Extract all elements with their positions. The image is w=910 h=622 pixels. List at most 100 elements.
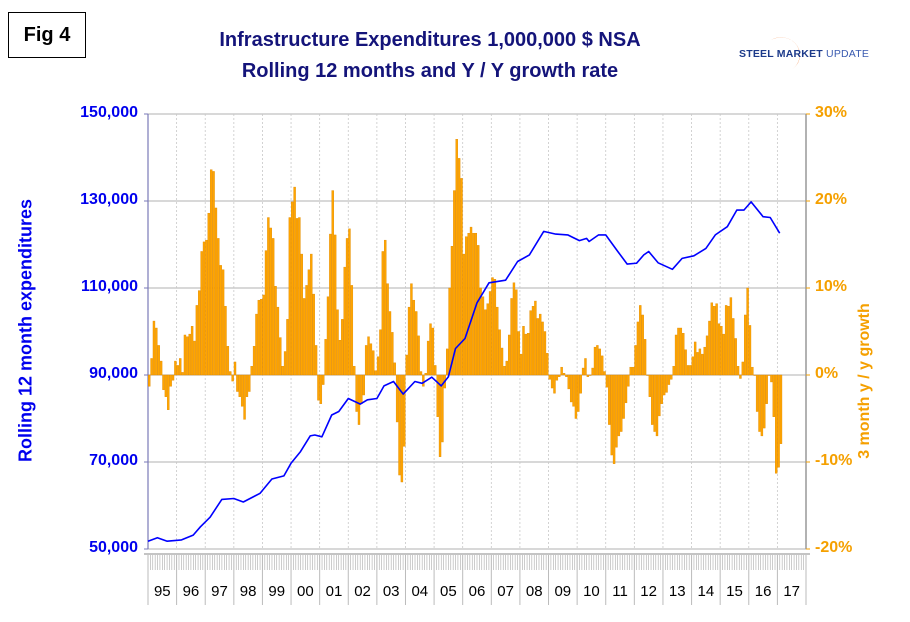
x-tick-label: 98 bbox=[240, 583, 257, 600]
growth-bar bbox=[751, 366, 754, 376]
growth-bar bbox=[388, 311, 392, 376]
growth-bar bbox=[641, 314, 644, 376]
growth-bar bbox=[357, 374, 361, 425]
x-tick-label: 95 bbox=[154, 583, 171, 600]
growth-bar bbox=[362, 374, 365, 396]
x-tick-label: 97 bbox=[211, 583, 228, 600]
growth-bar bbox=[360, 374, 363, 404]
growth-bar bbox=[729, 297, 733, 376]
growth-bar bbox=[624, 374, 628, 404]
growth-bar bbox=[653, 374, 656, 432]
growth-bar bbox=[553, 374, 556, 394]
growth-bar bbox=[260, 299, 263, 376]
growth-bar bbox=[507, 334, 511, 376]
x-tick-label: 00 bbox=[297, 583, 314, 600]
growth-bar bbox=[157, 345, 160, 376]
growth-bar bbox=[333, 234, 337, 376]
growth-bar bbox=[326, 296, 330, 376]
growth-bar bbox=[174, 360, 177, 376]
growth-bar bbox=[615, 374, 618, 448]
growth-bar bbox=[519, 353, 523, 376]
growth-bar bbox=[264, 250, 268, 376]
growth-bar bbox=[567, 374, 570, 390]
growth-bar bbox=[200, 251, 203, 376]
x-tick-label: 07 bbox=[497, 583, 514, 600]
growth-bar bbox=[522, 326, 525, 376]
growth-bar bbox=[591, 367, 594, 376]
right-tick-label: 0% bbox=[815, 365, 839, 382]
growth-bar bbox=[267, 217, 270, 376]
growth-bar bbox=[329, 233, 332, 376]
growth-bar bbox=[589, 374, 592, 376]
growth-bar bbox=[441, 374, 444, 443]
growth-bar bbox=[541, 321, 544, 376]
growth-bar bbox=[472, 232, 475, 376]
growth-bar bbox=[627, 374, 630, 387]
growth-bar bbox=[367, 336, 370, 376]
growth-bar bbox=[720, 326, 723, 376]
growth-bar bbox=[167, 374, 170, 410]
growth-bar bbox=[515, 289, 518, 376]
x-tick-label: 14 bbox=[698, 583, 715, 600]
growth-bar bbox=[710, 302, 714, 376]
growth-bar bbox=[202, 241, 206, 376]
growth-bar bbox=[529, 310, 532, 376]
growth-bar bbox=[322, 374, 325, 385]
growth-bar bbox=[486, 303, 489, 376]
growth-bar bbox=[555, 374, 559, 381]
growth-bar bbox=[419, 371, 423, 376]
left-tick-label: 130,000 bbox=[80, 191, 138, 208]
left-tick-label: 150,000 bbox=[80, 104, 138, 121]
growth-bar bbox=[186, 336, 189, 376]
growth-bar bbox=[558, 374, 561, 377]
growth-bar bbox=[436, 374, 439, 417]
growth-bar bbox=[279, 337, 282, 376]
growth-bar bbox=[484, 309, 487, 376]
growth-bar bbox=[262, 294, 265, 376]
growth-bar bbox=[708, 320, 711, 376]
growth-bar bbox=[569, 374, 573, 403]
growth-bar bbox=[243, 374, 246, 420]
growth-bar bbox=[252, 346, 256, 376]
x-tick-label: 04 bbox=[411, 583, 428, 600]
growth-bar bbox=[319, 374, 323, 404]
logo-word-steel: STEEL bbox=[739, 48, 774, 60]
growth-bar bbox=[181, 372, 184, 376]
growth-bar bbox=[477, 245, 480, 376]
growth-bar bbox=[543, 331, 547, 376]
growth-bar bbox=[748, 325, 752, 376]
growth-bar bbox=[417, 335, 420, 376]
growth-bar bbox=[236, 374, 239, 392]
growth-bar bbox=[527, 333, 530, 376]
growth-bar bbox=[534, 300, 537, 376]
growth-bar bbox=[376, 356, 380, 376]
logo-word-update: UPDATE bbox=[826, 48, 870, 60]
growth-bar bbox=[767, 374, 771, 376]
growth-bar bbox=[467, 232, 470, 376]
growth-bar bbox=[162, 374, 165, 390]
x-tick-label: 09 bbox=[554, 583, 571, 600]
growth-bar bbox=[250, 366, 253, 376]
growth-bar bbox=[295, 218, 299, 376]
growth-bar bbox=[505, 360, 508, 376]
growth-bar bbox=[491, 277, 494, 376]
growth-bar bbox=[646, 374, 649, 376]
growth-bar bbox=[426, 340, 430, 376]
x-tick-label: 16 bbox=[755, 583, 772, 600]
growth-bar bbox=[667, 374, 671, 385]
growth-bar bbox=[150, 358, 153, 376]
growth-bar bbox=[717, 323, 721, 376]
growth-bar bbox=[171, 374, 175, 381]
growth-bar bbox=[379, 329, 382, 376]
growth-bar bbox=[209, 169, 213, 376]
right-tick-label: -20% bbox=[815, 539, 853, 556]
growth-bar bbox=[770, 374, 773, 383]
growth-bar bbox=[586, 374, 590, 377]
right-tick-label: 10% bbox=[815, 278, 848, 295]
growth-bar bbox=[269, 227, 272, 376]
growth-bar bbox=[727, 306, 730, 376]
growth-bar bbox=[276, 306, 280, 376]
growth-bar bbox=[629, 366, 632, 376]
growth-bar bbox=[765, 374, 768, 404]
growth-bar bbox=[689, 365, 692, 376]
